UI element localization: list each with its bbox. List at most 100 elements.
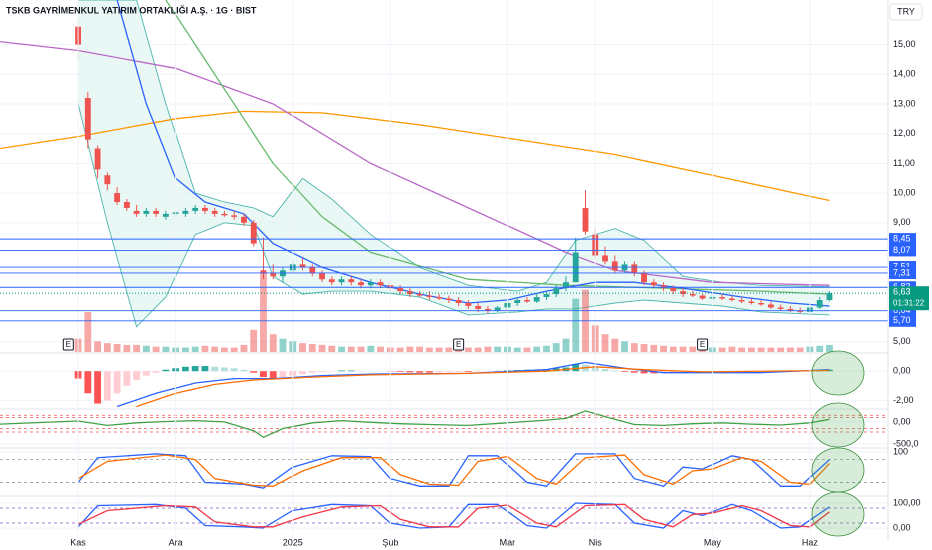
x-tick-label: Nis	[589, 537, 602, 547]
y-tick-label: -2,00	[893, 395, 914, 405]
histogram-bar	[416, 371, 424, 373]
candle-body	[406, 291, 413, 295]
candle-body	[455, 300, 462, 303]
y-tick-label: 14,00	[893, 69, 916, 79]
candle-body	[748, 301, 755, 303]
candle-body	[563, 282, 569, 289]
volume-bar	[562, 338, 570, 352]
highlight-circle	[811, 350, 865, 396]
volume-bar	[718, 347, 726, 352]
volume-bar	[572, 298, 580, 352]
candle-body	[221, 213, 228, 216]
candle-body	[680, 291, 687, 295]
y-tick-label: 15,00	[893, 39, 916, 49]
histogram-bar	[260, 371, 267, 378]
indicator-line	[116, 0, 830, 307]
y-tick-label: 0,00	[893, 366, 911, 376]
histogram-bar	[201, 366, 209, 372]
y-tick-label: 13,00	[893, 98, 916, 108]
level-label: 7,51	[893, 261, 911, 271]
candle-body	[543, 294, 550, 298]
volume-bar	[347, 346, 355, 352]
candle-body	[553, 288, 560, 295]
pane	[0, 0, 888, 352]
candle-body	[348, 279, 355, 283]
candle-body	[182, 210, 189, 214]
candle-body	[816, 300, 823, 308]
volume-bar	[269, 334, 277, 352]
x-tick-label: Ara	[169, 537, 183, 547]
x-tick-label: May	[704, 537, 722, 547]
y-tick-label: 0,00	[893, 416, 911, 426]
highlights	[811, 350, 865, 537]
y-tick-label: 10,00	[893, 187, 916, 197]
candle-body	[84, 98, 91, 140]
candle-body	[826, 293, 833, 301]
candle-body	[377, 282, 384, 286]
histogram-bar	[425, 371, 433, 373]
candle-body	[397, 288, 404, 292]
candle-body	[445, 298, 452, 301]
volume-bar	[523, 347, 531, 352]
band-lower	[77, 103, 830, 328]
volume-bar	[260, 272, 267, 352]
volume-bar	[201, 345, 209, 352]
x-tick-label: Şub	[382, 537, 398, 547]
currency-box[interactable]	[889, 3, 923, 21]
candle-body	[641, 273, 647, 283]
y-tick-label: 11,00	[893, 158, 915, 168]
highlight-circle	[811, 402, 865, 448]
candle-body	[514, 300, 521, 303]
volume-bar	[787, 347, 794, 352]
event-box	[453, 338, 465, 351]
volume-bar	[396, 347, 404, 352]
candle-body	[358, 282, 364, 286]
volume-bar	[494, 346, 502, 352]
volume-bar	[757, 347, 765, 352]
histogram-bar	[84, 371, 92, 394]
volume-bar	[152, 346, 160, 352]
pane	[0, 502, 888, 529]
volume-bar	[650, 344, 658, 352]
candle-body	[270, 273, 277, 277]
volume-bar	[484, 346, 492, 352]
event-box	[62, 338, 74, 351]
y-tick-label: 9,00	[893, 217, 911, 227]
volume-bar	[689, 346, 697, 352]
event-label: E	[66, 340, 71, 349]
candle-body	[524, 300, 530, 302]
volume-bar	[162, 346, 170, 352]
volume-bar	[796, 347, 804, 352]
histogram-bar	[464, 371, 472, 372]
volume-bar	[552, 343, 560, 352]
candle-body	[416, 294, 423, 296]
histogram-bar	[621, 371, 628, 372]
candle-body	[192, 207, 199, 211]
pane	[0, 451, 888, 489]
candle-body	[465, 302, 472, 306]
histogram-bar	[279, 371, 287, 378]
volume-bar	[445, 347, 453, 352]
countdown: 01:31:22	[893, 298, 925, 307]
histogram-bar	[396, 371, 404, 372]
volume-bar	[367, 345, 375, 352]
candle-body	[241, 216, 247, 223]
volume-bar	[406, 346, 414, 352]
candle-body	[670, 288, 677, 292]
level-box	[889, 266, 916, 279]
candle-body	[719, 297, 726, 299]
candle-body	[299, 264, 306, 268]
histogram-bar	[94, 371, 101, 404]
histogram-bar	[250, 371, 258, 373]
candle-body	[767, 304, 774, 308]
histogram-bar	[152, 371, 160, 373]
highlight-circle	[811, 491, 865, 537]
volume-bar	[630, 343, 638, 352]
histogram-bar	[162, 369, 170, 372]
y-tick-label: 5,00	[893, 336, 911, 346]
currency[interactable]: TRY	[897, 6, 915, 16]
volume-bar	[181, 347, 189, 352]
volume-bar	[250, 329, 258, 352]
volume-bar	[279, 338, 287, 352]
